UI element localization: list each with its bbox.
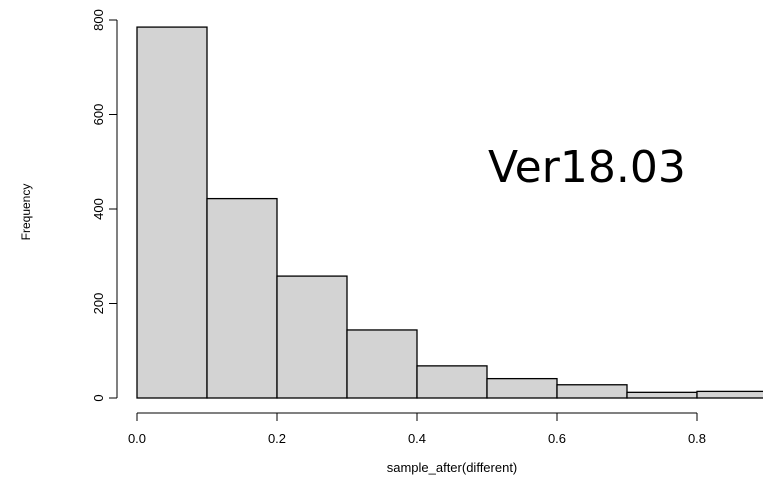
x-tick-label-4: 0.8: [688, 431, 706, 446]
x-tick-label-2: 0.4: [408, 431, 426, 446]
x-tick-label-3: 0.6: [548, 431, 566, 446]
x-axis-label: sample_after(different): [387, 460, 518, 475]
y-tick-label-1: 200: [91, 293, 106, 315]
histogram-bar-8: [696, 390, 763, 399]
x-axis: 0.0 0.2 0.4 0.6 0.8: [128, 412, 706, 446]
histogram-bar-0: [136, 26, 208, 399]
histogram-bar-5: [486, 377, 558, 399]
histogram-bar-3: [346, 329, 418, 399]
histogram-bar-6: [556, 384, 628, 399]
y-axis: 0 200 400 600 800: [91, 9, 118, 402]
y-tick-label-2: 400: [91, 198, 106, 220]
x-tick-label-1: 0.2: [268, 431, 286, 446]
y-tick-label-3: 600: [91, 104, 106, 126]
histogram-bar-1: [206, 197, 278, 399]
histogram-bar-4: [416, 365, 488, 399]
y-tick-label-0: 0: [91, 394, 106, 401]
histogram-bar-2: [276, 275, 348, 399]
histogram-bar-7: [626, 391, 698, 399]
version-annotation: Ver18.03: [488, 142, 686, 193]
histogram-bars: [136, 26, 763, 399]
y-axis-label: Frequency: [19, 184, 33, 241]
y-tick-label-4: 800: [91, 9, 106, 31]
x-tick-label-0: 0.0: [128, 431, 146, 446]
